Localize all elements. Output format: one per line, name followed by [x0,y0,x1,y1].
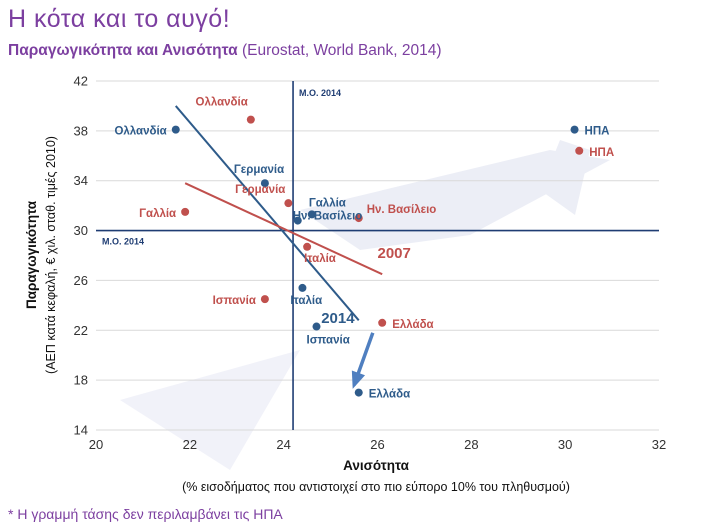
x-tick-label: 20 [89,437,103,452]
x-tick-label: 22 [183,437,197,452]
point-labels: Ολλανδία Γερμανία Γαλλία Ην. Βασίλειο Ιταλία… [114,97,614,401]
point-label-2007: Ισπανία [213,295,256,307]
y-tick-label: 26 [74,273,88,288]
data-point-2007 [575,146,584,155]
data-point-2014 [171,125,180,134]
data-point-2014 [307,210,316,219]
x-tick-label: 30 [558,437,572,452]
data-point-2014 [570,125,579,134]
x-axis-title: Ανισότητα [343,458,410,473]
x-tick-label: 28 [464,437,478,452]
point-label-2007: Ην. Βασίλειο [367,204,437,216]
point-label-2007: Γερμανία [235,184,285,196]
watermark-shape [120,140,610,470]
trend-label-2007: 2007 [378,245,411,262]
x-tick-label: 26 [370,437,384,452]
x-tick-label: 24 [276,437,290,452]
trend-line-2014 [174,105,360,321]
reference-label-x: Μ.Ο. 2014 [299,88,341,98]
trend-label-2014: 2014 [321,310,355,327]
data-point-2014 [312,322,321,331]
x-axis-subtitle: (% εισοδήματος που αντιστοιχεί στο πιο ε… [182,480,570,494]
data-point-2014 [293,216,302,225]
y-tick-label: 22 [74,323,88,338]
x-tick-label: 32 [652,437,666,452]
y-tick-label: 18 [74,373,88,388]
subtitle-source: (Eurostat, World Bank, 2014) [237,42,442,59]
y-tick-label: 30 [74,223,88,238]
y-tick-label: 38 [74,123,88,138]
data-point-2007 [378,318,387,327]
point-label-2014: Γαλλία [309,197,346,209]
data-point-2014 [260,179,269,188]
footnote: * Η γραμμή τάσης δεν περιλαμβάνει τις ΗΠ… [8,506,283,522]
scatter-chart: 14 18 22 26 30 34 38 42 20 22 24 26 28 30 32 Μ.Ο. 2014… [24,74,667,495]
trend-line-2007 [184,182,383,276]
point-label-2014: Ισπανία [307,335,350,347]
y-tick-label: 34 [74,173,88,188]
point-label-2014: Ολλανδία [114,126,166,138]
y-axis-title: Παραγωγικότητα [24,200,39,309]
point-label-2007: Γαλλία [139,208,176,220]
arrow-head [351,370,366,389]
data-point-2007 [260,295,269,304]
data-point-2014 [298,283,307,292]
data-point-2007 [246,115,255,124]
point-label-2014: Ελλάδα [369,389,410,401]
point-label-2014: ΗΠΑ [585,126,610,138]
point-label-2007: Ολλανδία [196,97,248,109]
trend-lines: 2014 2007 [174,105,411,327]
data-point-2007 [181,207,190,216]
data-point-2007 [284,199,293,208]
y-tick-label: 42 [74,74,88,89]
data-point-2007 [303,242,312,251]
point-label-2014: Ιταλία [290,295,322,307]
page-title: Η κότα και το αυγό! [8,5,231,33]
arrow-annotation [351,332,375,389]
y-tick-label: 14 [74,423,88,438]
page-subtitle: Παραγωγικότητα και Ανισότητα (Eurostat, … [8,42,442,60]
y-axis-subtitle: (ΑΕΠ κατά κεφαλή, € χιλ. σταθ. τιμές 201… [44,136,58,374]
point-label-2007: Ιταλία [304,253,336,265]
axes: 14 18 22 26 30 34 38 42 20 22 24 26 28 30 32 [74,74,667,453]
reference-label-y: Μ.Ο. 2014 [102,237,144,247]
data-points [171,115,584,397]
reference-lines: Μ.Ο. 2014 Μ.Ο. 2014 [96,81,659,430]
subtitle-main: Παραγωγικότητα και Ανισότητα [8,42,238,59]
point-label-2007: Ελλάδα [392,319,433,331]
point-label-2014: Ην. Βασίλειο [293,211,363,223]
point-label-2014: Γερμανία [234,164,284,176]
data-point-2014 [354,388,363,397]
point-label-2007: ΗΠΑ [589,147,614,159]
data-point-2007 [354,214,363,223]
